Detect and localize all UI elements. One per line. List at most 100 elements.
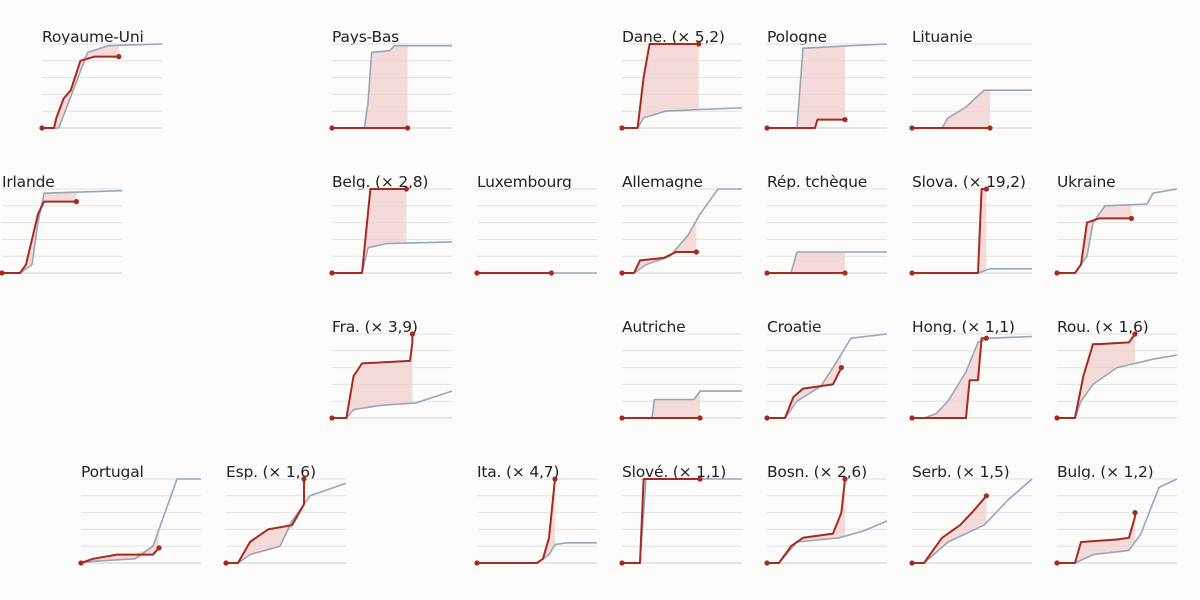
panel-plot bbox=[764, 333, 888, 421]
panel-plot bbox=[764, 43, 888, 131]
gap-area bbox=[767, 252, 845, 273]
observed-line bbox=[477, 478, 556, 564]
gap-area bbox=[912, 495, 987, 563]
gap-area bbox=[622, 391, 700, 418]
observed-start-point bbox=[78, 560, 84, 566]
observed-start-point bbox=[329, 415, 335, 421]
panel-title: Slova. (× 19,2) bbox=[912, 173, 1026, 191]
reference-line bbox=[42, 43, 163, 129]
gap-area bbox=[622, 479, 700, 563]
gap-area bbox=[767, 479, 845, 563]
observed-end-point bbox=[697, 476, 703, 482]
observed-start-point bbox=[0, 270, 5, 276]
gap-area bbox=[912, 189, 987, 273]
observed-line bbox=[332, 334, 414, 419]
observed-start-point bbox=[909, 415, 915, 421]
panel-title: Autriche bbox=[622, 318, 686, 336]
observed-line bbox=[767, 118, 845, 129]
panel-espagne: Esp. (× 1,6) bbox=[223, 435, 352, 566]
panel-slovaquie: Slova. (× 19,2) bbox=[909, 145, 1038, 276]
panel-italie: Ita. (× 4,7) bbox=[474, 435, 603, 566]
panel-plot bbox=[619, 476, 742, 566]
observed-start-point bbox=[909, 560, 915, 566]
observed-end-point bbox=[552, 476, 558, 482]
observed-start-point bbox=[619, 415, 625, 421]
observed-end-point bbox=[301, 476, 307, 482]
observed-line bbox=[912, 337, 987, 419]
gap-area bbox=[1057, 516, 1135, 563]
observed-start-point bbox=[474, 560, 480, 566]
panel-title: Luxembourg bbox=[477, 173, 572, 191]
panel-portugal: Portugal bbox=[78, 435, 207, 566]
observed-start-point bbox=[1054, 415, 1060, 421]
reference-line bbox=[332, 241, 453, 274]
gap-area bbox=[1057, 334, 1135, 418]
observed-line bbox=[1057, 512, 1136, 564]
observed-start-point bbox=[764, 270, 770, 276]
panel-belgique: Belg. (× 2,8) bbox=[329, 145, 458, 276]
panel-france: Fra. (× 3,9) bbox=[329, 290, 458, 421]
observed-start-point bbox=[909, 270, 915, 276]
panel-title: Pays-Bas bbox=[332, 28, 400, 46]
panel-ukraine: Ukraine bbox=[1054, 145, 1183, 276]
observed-end-point bbox=[403, 186, 409, 192]
panel-plot bbox=[764, 476, 888, 566]
observed-end-point bbox=[1128, 215, 1134, 221]
observed-end-point bbox=[693, 249, 699, 255]
panel-title: Belg. (× 2,8) bbox=[332, 173, 429, 191]
panel-plot bbox=[39, 43, 163, 131]
observed-end-point bbox=[73, 199, 79, 205]
panel-plot bbox=[909, 186, 1032, 276]
panel-plot bbox=[619, 41, 743, 131]
gap-area bbox=[767, 353, 842, 418]
panel-bulgarie: Bulg. (× 1,2) bbox=[1054, 435, 1183, 566]
gap-area bbox=[912, 90, 990, 128]
observed-line bbox=[912, 188, 987, 274]
observed-end-point bbox=[1132, 510, 1138, 516]
panel-serbie: Serb. (× 1,5) bbox=[909, 435, 1038, 566]
panel-plot bbox=[1054, 478, 1178, 566]
observed-line bbox=[226, 479, 305, 564]
gap-area bbox=[622, 220, 697, 273]
panel-title: Rép. tchèque bbox=[767, 173, 868, 191]
observed-start-point bbox=[909, 125, 915, 131]
panel-allemagne: Allemagne bbox=[619, 145, 748, 276]
observed-line bbox=[1057, 333, 1136, 419]
observed-start-point bbox=[619, 270, 625, 276]
observed-line bbox=[332, 188, 407, 274]
panel-plot bbox=[78, 478, 201, 566]
observed-line bbox=[80, 547, 160, 564]
panel-title: Esp. (× 1,6) bbox=[226, 463, 316, 481]
panel-plot bbox=[0, 188, 123, 276]
panel-title: Ukraine bbox=[1057, 173, 1116, 191]
gap-area bbox=[2, 192, 77, 273]
observed-line bbox=[767, 367, 843, 419]
panel-title: Rou. (× 1,6) bbox=[1057, 318, 1149, 336]
panel-title: Allemagne bbox=[622, 173, 703, 191]
observed-start-point bbox=[223, 560, 229, 566]
gap-area bbox=[477, 479, 555, 563]
observed-end-point bbox=[156, 545, 162, 551]
observed-start-point bbox=[474, 270, 480, 276]
observed-line bbox=[42, 55, 119, 129]
gap-area bbox=[332, 189, 407, 273]
panel-title: Fra. (× 3,9) bbox=[332, 318, 418, 336]
observed-start-point bbox=[764, 415, 770, 421]
observed-start-point bbox=[1054, 560, 1060, 566]
gap-area bbox=[622, 44, 699, 128]
panel-title: Portugal bbox=[81, 463, 144, 481]
panel-plot bbox=[909, 333, 1033, 421]
panel-danemark: Dane. (× 5,2) bbox=[619, 0, 748, 131]
observed-start-point bbox=[619, 125, 625, 131]
observed-start-point bbox=[329, 125, 335, 131]
panel-pologne: Pologne bbox=[764, 0, 893, 131]
observed-line bbox=[622, 478, 700, 564]
panel-plot bbox=[474, 188, 597, 276]
panel-plot bbox=[1054, 331, 1178, 421]
panel-plot bbox=[474, 476, 597, 566]
panel-hongrie: Hong. (× 1,1) bbox=[909, 290, 1038, 421]
gap-area bbox=[332, 342, 413, 418]
panel-title: Bosn. (× 2,6) bbox=[767, 463, 867, 481]
observed-start-point bbox=[764, 560, 770, 566]
